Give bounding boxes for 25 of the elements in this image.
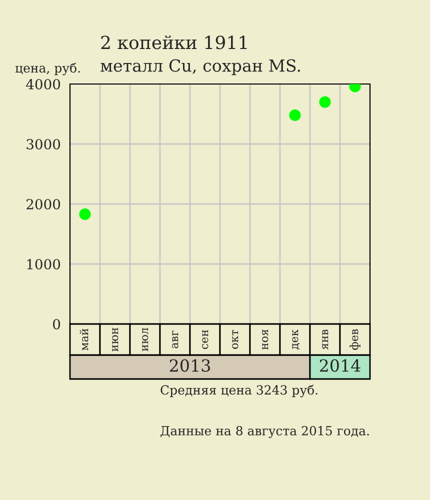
x-tick-label: июл <box>142 328 148 352</box>
chart-title: 2 копейки 1911 <box>101 35 247 50</box>
chart-subtitle: металл Cu, сохран MS. <box>100 59 300 76</box>
y-tick-label: 4000 <box>26 78 60 90</box>
x-tick-label: дек <box>292 329 300 350</box>
y-tick-label: 3000 <box>26 138 60 150</box>
x-tick-label: май <box>80 328 88 350</box>
x-tick-label: июн <box>112 328 118 352</box>
text: 2014 <box>320 359 360 372</box>
y-tick-label: 2000 <box>26 198 60 210</box>
y-axis-title: цена, руб. <box>15 62 80 76</box>
y-tick-label: 1000 <box>27 258 60 270</box>
x-tick-label: янв <box>322 330 328 350</box>
x-tick-label: ноя <box>262 330 268 350</box>
text: Средняя цена 3243 руб. <box>160 384 318 398</box>
x-tick-label: авг <box>172 330 178 348</box>
text: Данные на 8 августа 2015 года. <box>160 426 369 438</box>
point <box>79 208 91 220</box>
x-tick-label: окт <box>232 330 238 349</box>
point <box>289 109 301 122</box>
text: 2013 <box>170 359 210 372</box>
y-tick-label: 0 <box>53 318 60 330</box>
point <box>319 96 331 108</box>
x-tick-label: фев <box>350 329 360 350</box>
x-tick-label: сен <box>202 330 208 350</box>
